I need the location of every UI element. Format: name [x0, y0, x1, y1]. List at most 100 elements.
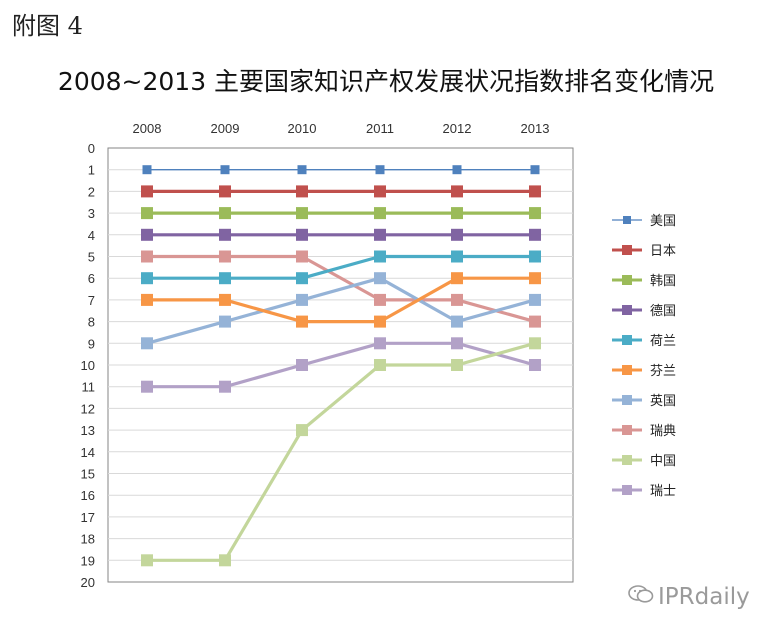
data-point [219, 293, 231, 306]
data-point [451, 272, 463, 285]
data-point [374, 272, 386, 285]
data-point [451, 207, 463, 220]
data-point [141, 185, 153, 198]
y-tick-label: 6 [88, 271, 95, 286]
data-point [296, 228, 308, 241]
y-tick-label: 0 [88, 141, 95, 156]
data-point [529, 272, 541, 285]
data-point [141, 250, 153, 263]
legend-marker [622, 245, 632, 255]
y-tick-label: 19 [81, 553, 95, 568]
data-point [451, 293, 463, 306]
data-point [451, 228, 463, 241]
wechat-icon [628, 584, 654, 610]
series-line [147, 341, 536, 562]
data-point [219, 272, 231, 285]
data-point [141, 337, 153, 350]
figure-label: 附图 4 [12, 12, 83, 40]
legend-marker [622, 395, 632, 405]
legend-label: 美国 [650, 214, 676, 229]
data-point [219, 380, 231, 393]
legend-label: 荷兰 [650, 334, 676, 349]
data-point [219, 250, 231, 263]
series-line [147, 254, 535, 280]
data-point [374, 315, 386, 328]
legend-marker [622, 485, 632, 495]
series-line [146, 276, 536, 345]
data-point [296, 424, 308, 437]
data-point [529, 185, 541, 198]
legend-marker [623, 216, 631, 224]
series-line [147, 276, 535, 324]
x-tick-label: 2012 [443, 121, 472, 136]
data-point [142, 165, 152, 175]
data-point [529, 207, 541, 220]
data-point [141, 293, 153, 306]
data-point [451, 337, 463, 350]
legend-marker [622, 335, 632, 345]
legend-marker [622, 425, 632, 435]
data-point [452, 165, 462, 175]
data-point [529, 337, 541, 350]
y-tick-label: 11 [82, 380, 96, 395]
legend-label: 瑞典 [650, 424, 676, 439]
series-line [147, 254, 536, 324]
legend-label: 韩国 [650, 274, 676, 289]
data-point [296, 207, 308, 220]
legend-marker [622, 275, 632, 285]
legend-marker [622, 455, 632, 465]
watermark-text: IPRdaily [658, 584, 750, 610]
data-point [374, 250, 386, 263]
legend-label: 日本 [650, 244, 676, 259]
y-tick-label: 15 [81, 467, 95, 482]
legend-label: 瑞士 [650, 484, 676, 499]
y-tick-label: 5 [88, 250, 95, 265]
data-point [296, 272, 308, 285]
data-point [374, 207, 386, 220]
y-tick-label: 20 [81, 575, 95, 590]
y-tick-label: 4 [88, 228, 95, 243]
legend-label: 德国 [650, 304, 676, 319]
x-tick-label: 2008 [133, 121, 162, 136]
y-tick-label: 3 [88, 206, 95, 221]
x-tick-label: 2010 [288, 121, 317, 136]
data-point [374, 359, 386, 371]
legend-label: 中国 [650, 454, 676, 469]
data-point [529, 250, 541, 263]
data-point [451, 185, 463, 198]
data-point [141, 207, 153, 220]
data-point [374, 337, 386, 350]
chart-title: 2008~2013 主要国家知识产权发展状况指数排名变化情况 [57, 67, 715, 96]
legend-label: 英国 [650, 394, 676, 409]
data-point [141, 380, 153, 393]
x-tick-label: 2011 [366, 121, 394, 136]
data-point [219, 185, 231, 198]
data-point [219, 228, 231, 241]
data-point [296, 250, 308, 263]
data-point [374, 293, 386, 306]
y-tick-label: 9 [88, 336, 95, 351]
y-tick-label: 7 [88, 293, 95, 308]
series-line [147, 341, 536, 389]
data-point [219, 315, 231, 328]
y-tick-label: 1 [88, 163, 95, 178]
data-point [451, 359, 463, 371]
legend-label: 芬兰 [650, 364, 676, 379]
legend-marker [622, 305, 632, 315]
x-tick-label: 2009 [211, 121, 240, 136]
y-tick-label: 14 [81, 445, 95, 460]
legend-marker [622, 365, 632, 375]
y-tick-label: 18 [81, 532, 95, 547]
data-point [529, 359, 541, 371]
data-point [141, 554, 153, 567]
watermark: IPRdaily [628, 584, 750, 610]
data-point [219, 554, 231, 567]
data-point [297, 165, 307, 175]
y-tick-label: 13 [81, 423, 95, 438]
data-point [529, 293, 541, 306]
data-point [529, 315, 541, 328]
y-tick-label: 12 [81, 401, 95, 416]
data-point [220, 165, 230, 175]
data-point [296, 359, 308, 371]
